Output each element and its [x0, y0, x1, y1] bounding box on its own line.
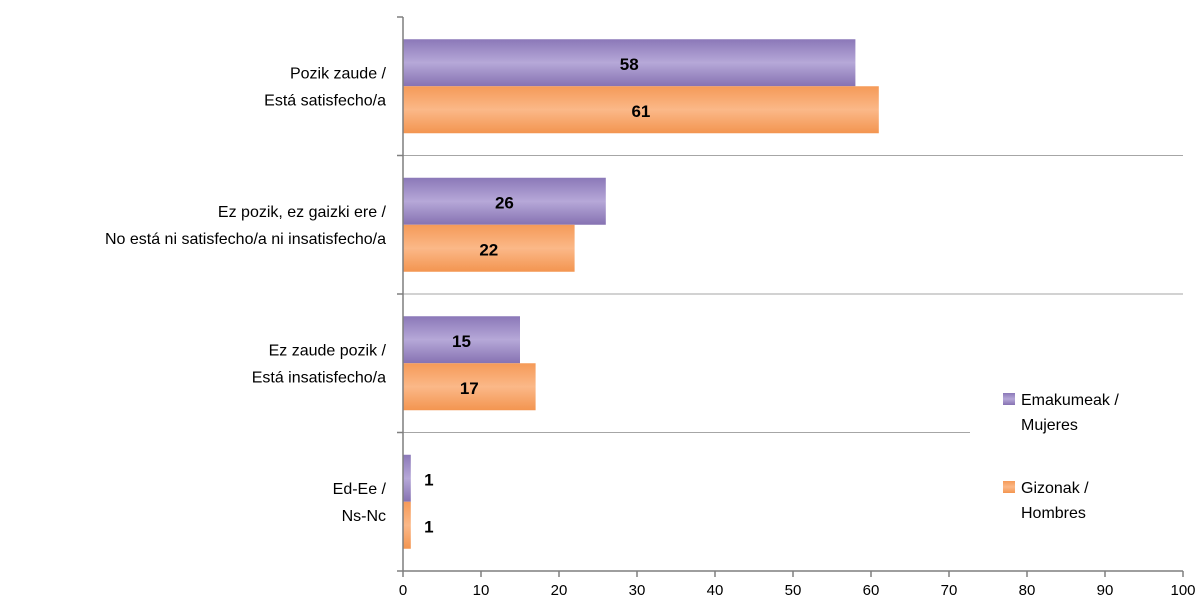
data-label: 17 — [460, 379, 479, 398]
x-tick-label: 20 — [551, 582, 568, 599]
legend-label: Hombres — [1021, 505, 1086, 522]
data-label: 15 — [452, 332, 471, 351]
x-tick-label: 0 — [399, 582, 407, 599]
category-label: Ns-Nc — [342, 508, 386, 525]
data-label: 26 — [495, 193, 514, 212]
data-label: 1 — [424, 517, 433, 536]
x-tick-label: 70 — [941, 582, 958, 599]
legend-label: Mujeres — [1021, 417, 1078, 434]
legend-swatch-0 — [1003, 393, 1015, 405]
x-tick-label: 90 — [1097, 582, 1114, 599]
data-label: 1 — [424, 470, 433, 489]
legend-label: Emakumeak / — [1021, 392, 1119, 409]
category-label: Está satisfecho/a — [264, 92, 386, 109]
bar-series1-cat0 — [403, 86, 879, 134]
category-label: Pozik zaude / — [290, 65, 387, 82]
category-label: Ed-Ee / — [333, 481, 387, 498]
x-tick-label: 50 — [785, 582, 802, 599]
category-label: Está insatisfecho/a — [252, 369, 386, 386]
bar-series1-cat1 — [403, 224, 575, 272]
legend-label: Gizonak / — [1021, 480, 1089, 497]
category-label: Ez pozik, ez gaizki ere / — [218, 204, 387, 221]
category-label: Ez zaude pozik / — [269, 342, 387, 359]
data-label: 61 — [631, 102, 650, 121]
bar-series0-cat3 — [403, 454, 411, 502]
x-tick-label: 60 — [863, 582, 880, 599]
bar-series1-cat2 — [403, 363, 536, 411]
x-tick-label: 10 — [473, 582, 490, 599]
legend-swatch-1 — [1003, 481, 1015, 493]
bar-series0-cat0 — [403, 39, 856, 87]
bar-series0-cat1 — [403, 177, 606, 225]
category-label: No está ni satisfecho/a ni insatisfecho/… — [105, 231, 386, 248]
bar-series1-cat3 — [403, 501, 411, 549]
x-tick-label: 100 — [1170, 582, 1195, 599]
data-label: 58 — [620, 55, 639, 74]
bar-series0-cat2 — [403, 316, 520, 364]
x-tick-label: 80 — [1019, 582, 1036, 599]
data-label: 22 — [479, 240, 498, 259]
x-tick-label: 30 — [629, 582, 646, 599]
x-tick-label: 40 — [707, 582, 724, 599]
